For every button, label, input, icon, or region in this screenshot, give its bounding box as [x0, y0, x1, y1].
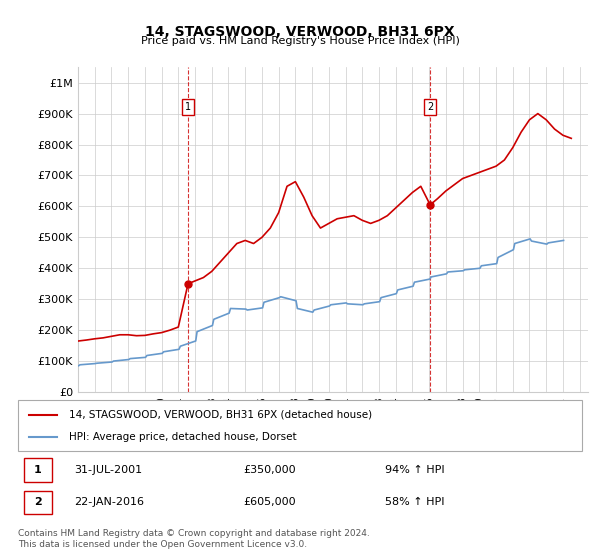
Text: 31-JUL-2001: 31-JUL-2001 [74, 465, 143, 475]
Text: £350,000: £350,000 [244, 465, 296, 475]
FancyBboxPatch shape [23, 491, 52, 514]
Text: 94% ↑ HPI: 94% ↑ HPI [385, 465, 444, 475]
Text: Price paid vs. HM Land Registry's House Price Index (HPI): Price paid vs. HM Land Registry's House … [140, 36, 460, 46]
Text: 58% ↑ HPI: 58% ↑ HPI [385, 497, 444, 507]
Text: 1: 1 [185, 102, 191, 113]
FancyBboxPatch shape [23, 458, 52, 482]
Text: 2: 2 [427, 102, 433, 113]
Text: 14, STAGSWOOD, VERWOOD, BH31 6PX (detached house): 14, STAGSWOOD, VERWOOD, BH31 6PX (detach… [69, 409, 372, 419]
Text: 2: 2 [34, 497, 41, 507]
Text: 22-JAN-2016: 22-JAN-2016 [74, 497, 145, 507]
Text: Contains HM Land Registry data © Crown copyright and database right 2024.
This d: Contains HM Land Registry data © Crown c… [18, 529, 370, 549]
Text: HPI: Average price, detached house, Dorset: HPI: Average price, detached house, Dors… [69, 432, 296, 442]
Text: £605,000: £605,000 [244, 497, 296, 507]
Text: 14, STAGSWOOD, VERWOOD, BH31 6PX: 14, STAGSWOOD, VERWOOD, BH31 6PX [145, 25, 455, 39]
FancyBboxPatch shape [18, 400, 582, 451]
Text: 1: 1 [34, 465, 41, 475]
